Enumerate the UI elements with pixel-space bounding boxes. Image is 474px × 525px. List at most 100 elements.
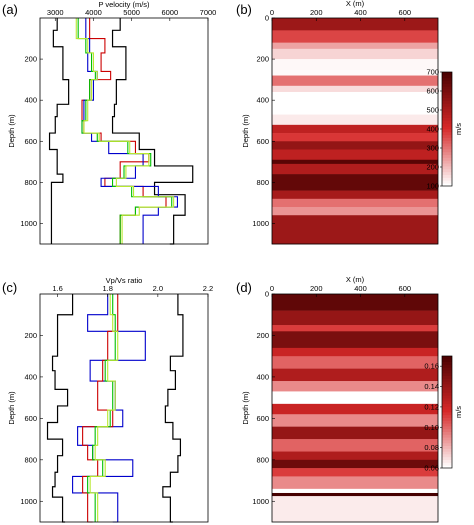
- layer-band: [272, 174, 438, 191]
- colorbar-segment: [442, 157, 452, 161]
- x-tick-label: 4000: [85, 8, 102, 17]
- layer-band: [272, 207, 438, 216]
- colorbar-segment: [442, 454, 452, 458]
- y-tick-label: 0: [265, 14, 269, 23]
- colorbar-segment: [442, 445, 452, 449]
- panel-label: (a): [2, 2, 18, 17]
- y-tick-label: 400: [24, 372, 37, 381]
- x-tick-label: 600: [399, 284, 412, 293]
- colorbar-segment: [442, 83, 452, 87]
- layer-band: [272, 368, 438, 382]
- series-line-2: [72, 294, 146, 523]
- y-tick-label: 600: [256, 137, 269, 146]
- y-tick-label: 0: [265, 290, 269, 299]
- colorbar-segment: [442, 129, 452, 133]
- colorbar-segment: [442, 437, 452, 441]
- layer-band: [272, 381, 438, 392]
- layer-band: [272, 124, 438, 134]
- colorbar-segment: [442, 370, 452, 374]
- x-tick-label: 2.2: [203, 284, 213, 293]
- x-tick-label: 200: [310, 8, 323, 17]
- colorbar-segment: [442, 456, 452, 460]
- colorbar-segment: [442, 428, 452, 432]
- colorbar-segment: [442, 103, 452, 107]
- series-line-3: [81, 18, 179, 244]
- y-tick-label: 400: [256, 96, 269, 105]
- layer-band: [272, 133, 438, 142]
- plot-frame: [39, 17, 209, 245]
- y-axis-title: Depth (m): [7, 391, 16, 425]
- x-axis-title: Vp/Vs ratio: [106, 276, 143, 285]
- colorbar-segment: [442, 166, 452, 170]
- colorbar-segment: [442, 174, 452, 178]
- colorbar-segment: [442, 180, 452, 184]
- colorbar-segment: [442, 465, 452, 469]
- layer-band: [272, 149, 438, 161]
- x-tick-label: 7000: [200, 8, 217, 17]
- panel-label: (b): [236, 2, 252, 17]
- layer-band: [272, 75, 438, 87]
- layer-band: [272, 59, 438, 76]
- y-tick-label: 800: [256, 455, 269, 464]
- colorbar-segment: [442, 459, 452, 463]
- y-tick-label: 1000: [20, 497, 37, 506]
- y-tick-label: 800: [24, 455, 37, 464]
- colorbar-tick-label: 200: [426, 163, 439, 172]
- colorbar-segment: [442, 423, 452, 427]
- colorbar-tick-label: 100: [426, 182, 439, 191]
- colorbar-segment: [442, 154, 452, 158]
- layer-band: [272, 476, 438, 490]
- colorbar-segment: [442, 356, 452, 360]
- y-tick-label: 200: [24, 331, 37, 340]
- x-tick-label: 0: [270, 284, 274, 293]
- colorbar-tick-label: 500: [426, 106, 439, 115]
- colorbar-segment: [442, 117, 452, 121]
- layer-band: [272, 331, 438, 349]
- y-tick-label: 200: [256, 55, 269, 64]
- layer-band: [272, 141, 438, 150]
- layer-band: [272, 42, 438, 50]
- y-axis-title: Depth (m): [7, 114, 16, 148]
- panel-label: (d): [236, 280, 252, 295]
- layer-band: [272, 391, 438, 405]
- colorbar-segment: [442, 381, 452, 385]
- colorbar-segment: [442, 134, 452, 138]
- x-tick-label: 0: [270, 8, 274, 17]
- colorbar-tick-label: 600: [426, 87, 439, 96]
- colorbar-segment: [442, 143, 452, 147]
- layer-band: [272, 18, 438, 31]
- y-axis-title: Depth (m): [241, 114, 250, 148]
- layer-band: [272, 492, 438, 497]
- colorbar-tick-label: 0.14: [424, 382, 439, 391]
- colorbar-segment: [442, 86, 452, 90]
- colorbar-tick-label: 0.08: [424, 443, 439, 452]
- colorbar-segment: [442, 442, 452, 446]
- colorbar-segment: [442, 395, 452, 399]
- x-tick-label: 3000: [47, 8, 64, 17]
- colorbar-tick-label: 700: [426, 68, 439, 77]
- colorbar-tick-label: 0.06: [424, 464, 439, 473]
- layer-band: [272, 325, 438, 332]
- colorbar-segment: [442, 378, 452, 382]
- colorbar-segment: [442, 89, 452, 93]
- layer-band: [272, 159, 438, 165]
- layer-band: [272, 414, 438, 427]
- plot-frame: [271, 293, 439, 523]
- colorbar-segment: [442, 160, 452, 164]
- colorbar-segment: [442, 375, 452, 379]
- y-tick-label: 400: [256, 372, 269, 381]
- colorbar-segment: [442, 392, 452, 396]
- layer-band: [272, 468, 438, 477]
- colorbar-segment: [442, 131, 452, 136]
- x-axis-title: P velocity (m/s): [98, 0, 150, 9]
- x-tick-label: 600: [399, 8, 412, 17]
- panel-1: (b) 100 200 300 400 500 600 700 m/s 0 200 400 600 X (…: [236, 0, 463, 245]
- plot-frame: [39, 293, 209, 523]
- x-tick-label: 1.6: [52, 284, 62, 293]
- layer-band: [272, 310, 438, 326]
- series-line-5: [89, 294, 119, 522]
- colorbar-segment: [442, 384, 452, 388]
- layer-band: [272, 163, 438, 175]
- colorbar-segment: [442, 426, 452, 430]
